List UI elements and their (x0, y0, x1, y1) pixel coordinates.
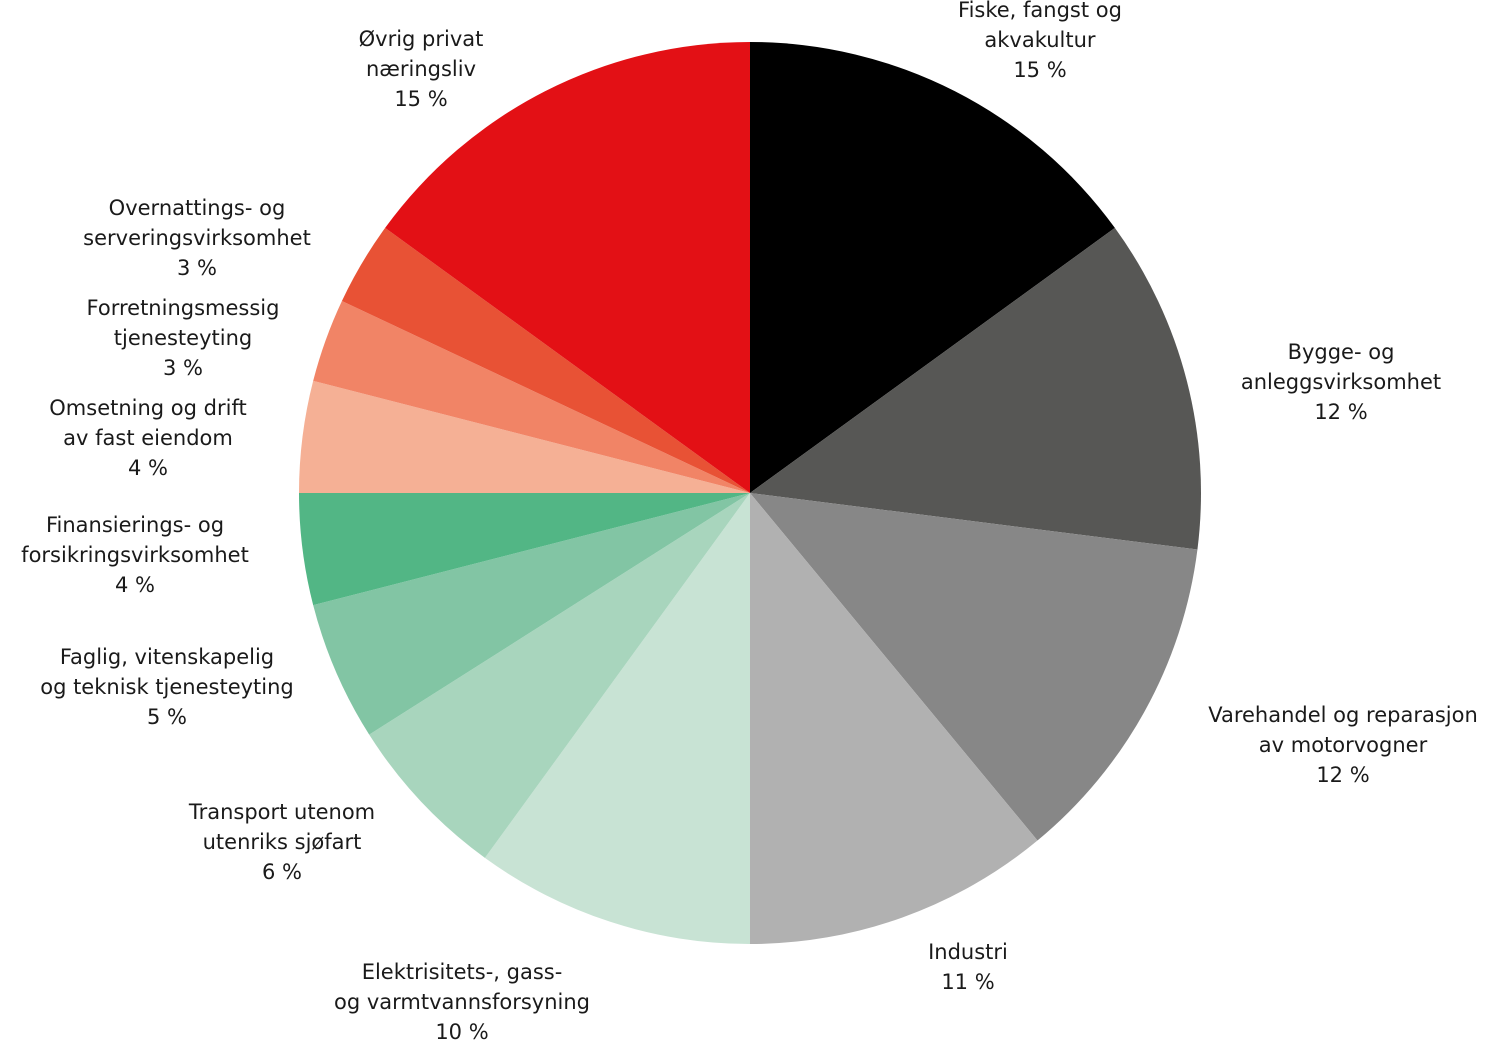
pie-slice-5 (484, 493, 750, 945)
slice-value-label: 4 % (128, 456, 168, 480)
slice-value-label: 10 % (435, 1020, 488, 1044)
slice-value-label: 5 % (147, 705, 187, 729)
slice-value-label: 11 % (941, 970, 994, 994)
pie-slice-1 (750, 42, 1115, 493)
slice-label-4: Industri 11 % (928, 940, 1008, 994)
slice-label-7: Faglig, vitenskapelig og teknisk tjeneste… (40, 645, 294, 729)
slice-name-line: Transport utenom (188, 800, 375, 824)
slice-name-line: Elektrisitets-, gass- (362, 960, 563, 984)
slice-value-label: 4 % (115, 573, 155, 597)
slice-label-1: Fiske, fangst og akvakultur 15 % (958, 0, 1122, 82)
slice-name-line: forsikringsvirksomhet (21, 543, 249, 567)
slice-name-line: utenriks sjøfart (203, 830, 362, 854)
slice-name-line: og varmtvannsforsyning (334, 990, 590, 1014)
slice-value-label: 3 % (177, 256, 217, 280)
pie-slice-8 (299, 493, 750, 606)
slice-name-line: Industri (928, 940, 1008, 964)
slice-name-line: Forretningsmessig (87, 296, 280, 320)
slice-name-line: Finansierings- og (46, 513, 224, 537)
slice-name-line: Bygge- og (1288, 340, 1395, 364)
slice-name-line: Varehandel og reparasjon (1208, 703, 1478, 727)
pie-slice-6 (369, 493, 750, 858)
slice-value-label: 3 % (163, 356, 203, 380)
slice-name-line: Fiske, fangst og (958, 0, 1122, 22)
pie-slice-3 (750, 493, 1198, 841)
slice-name-line: Omsetning og drift (49, 396, 246, 420)
slice-label-8: Finansierings- og forsikringsvirksomhet 4 … (21, 513, 249, 597)
pie-slice-4 (750, 493, 1038, 944)
slice-label-10: Forretningsmessig tjenesteyting 3 % (87, 296, 280, 380)
slice-name-line: Faglig, vitenskapelig (60, 645, 274, 669)
pie-slice-10 (313, 300, 750, 493)
slice-name-line: tjenesteyting (114, 326, 252, 350)
slice-name-line: næringsliv (366, 57, 476, 81)
slice-name-line: av motorvogner (1259, 733, 1428, 757)
pie-slice-11 (341, 227, 750, 493)
slice-label-11: Overnattings- og serveringsvirksomhet 3 % (83, 196, 311, 280)
slice-label-9: Omsetning og drift av fast eiendom 4 % (49, 396, 246, 480)
pie-slice-2 (750, 227, 1201, 550)
pie-slice-12 (385, 42, 750, 493)
slice-name-line: Overnattings- og (109, 196, 286, 220)
slice-label-12: Øvrig privat næringsliv 15 % (359, 27, 484, 111)
pie-slices (299, 42, 1201, 945)
slice-name-line: og teknisk tjenesteyting (40, 675, 294, 699)
slice-name-line: Øvrig privat (359, 27, 484, 51)
slice-label-6: Transport utenom utenriks sjøfart 6 % (188, 800, 375, 884)
slice-value-label: 15 % (394, 87, 447, 111)
slice-name-line: av fast eiendom (63, 426, 233, 450)
pie-slice-9 (299, 380, 750, 493)
slice-value-label: 12 % (1314, 400, 1367, 424)
slice-value-label: 6 % (262, 860, 302, 884)
slice-value-label: 12 % (1316, 763, 1369, 787)
slice-name-line: serveringsvirksomhet (83, 226, 311, 250)
slice-name-line: akvakultur (984, 28, 1096, 52)
slice-label-3: Varehandel og reparasjon av motorvogner 12… (1208, 703, 1478, 787)
slice-name-line: anleggsvirksomhet (1241, 370, 1441, 394)
slice-label-2: Bygge- og anleggsvirksomhet 12 % (1241, 340, 1441, 424)
slice-label-5: Elektrisitets-, gass-og varmtvannsforsyn… (334, 960, 590, 1044)
pie-labels: Fiske, fangst og akvakultur 15 % Bygge- og a… (21, 0, 1478, 1044)
slice-value-label: 15 % (1013, 58, 1066, 82)
pie-slice-7 (313, 493, 750, 735)
